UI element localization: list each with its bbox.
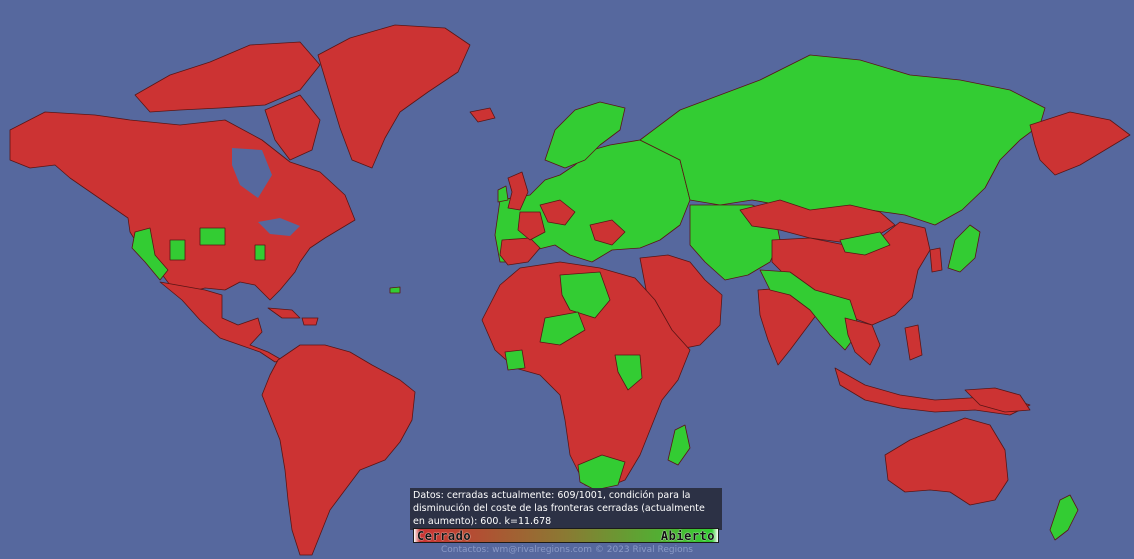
balkans-closed[interactable] (589, 219, 626, 246)
iceland-region[interactable] (469, 107, 496, 123)
philippines-region[interactable] (904, 324, 923, 361)
china-open-province[interactable] (839, 231, 891, 256)
korea-region[interactable] (929, 247, 943, 273)
himalaya-open-region[interactable] (759, 269, 861, 351)
africa-region[interactable] (481, 261, 691, 491)
us-north-open[interactable] (199, 227, 226, 246)
us-east-open[interactable] (254, 244, 266, 261)
great-lakes (258, 218, 300, 236)
mongolia-region[interactable] (739, 199, 896, 243)
north-africa-open[interactable] (559, 271, 611, 319)
ireland-region[interactable] (497, 185, 509, 203)
new-zealand-region[interactable] (1049, 494, 1079, 541)
scandinavia-region[interactable] (544, 101, 626, 169)
uk-region[interactable] (507, 171, 529, 211)
east-africa-open[interactable] (614, 354, 643, 391)
us-central-open[interactable] (169, 239, 186, 261)
madagascar-region[interactable] (667, 424, 691, 466)
info-panel: Datos: cerradas actualmente: 609/1001, c… (410, 488, 722, 530)
russia-region[interactable] (639, 54, 1046, 226)
southeast-asia-region[interactable] (844, 317, 881, 366)
south-africa-open[interactable] (577, 454, 626, 491)
australia-region[interactable] (884, 417, 1009, 506)
japan-region[interactable] (947, 224, 981, 273)
central-europe-closed[interactable] (539, 199, 576, 226)
caribbean-open[interactable] (389, 286, 401, 294)
greenland-region[interactable] (317, 24, 471, 169)
sahel-open[interactable] (539, 311, 586, 346)
info-text: Datos: cerradas actualmente: 609/1001, c… (413, 490, 705, 527)
mexico-region[interactable] (159, 281, 283, 363)
hudson-bay (232, 148, 272, 198)
cuba-region[interactable] (267, 307, 301, 319)
far-east-russia-region[interactable] (1029, 111, 1131, 176)
south-america-region[interactable] (261, 344, 416, 556)
hispaniola-region[interactable] (301, 317, 319, 326)
new-guinea-region[interactable] (964, 387, 1031, 413)
footer-contacts: Contactos: wm@rivalregions.com © 2023 Ri… (441, 545, 693, 555)
france-closed[interactable] (517, 211, 546, 241)
baffin-region[interactable] (264, 94, 321, 161)
arctic-islands-region[interactable] (134, 41, 321, 113)
north-america-region[interactable] (9, 111, 356, 301)
legend-closed-label: Cerrado (417, 528, 472, 543)
us-west-open[interactable] (131, 227, 169, 281)
legend-bar: Cerrado Abierto (413, 528, 719, 543)
legend-open-label: Abierto (660, 528, 715, 543)
west-africa-open[interactable] (504, 349, 526, 371)
